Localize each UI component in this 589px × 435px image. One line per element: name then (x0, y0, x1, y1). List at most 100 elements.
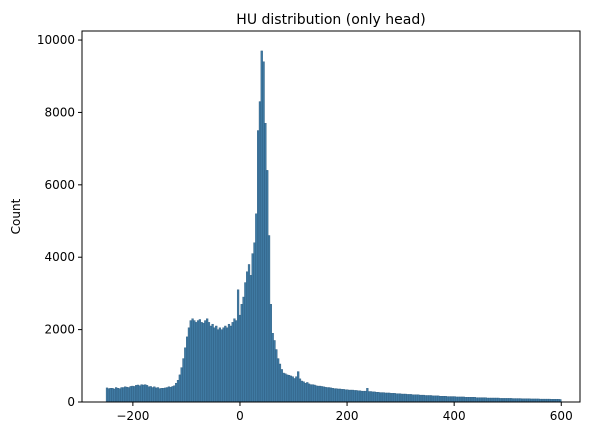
histogram-bar (500, 398, 504, 403)
histogram-bar (335, 388, 338, 403)
histogram-bar (322, 386, 325, 403)
histogram-bar (116, 388, 120, 403)
plot-frame (81, 30, 581, 403)
histogram-bar (156, 387, 160, 403)
y-tick-label: 6000 (44, 178, 75, 192)
histogram-bar (462, 396, 465, 403)
histogram-bar (406, 394, 409, 403)
histogram-bar (255, 213, 258, 403)
histogram-bar (244, 282, 247, 403)
histogram-bar (131, 385, 134, 403)
histogram-bar (266, 170, 269, 403)
histogram-bar (275, 349, 278, 403)
histogram-bar (242, 296, 245, 403)
histogram-bar (333, 388, 336, 403)
histogram-bar (433, 395, 436, 403)
histogram-bar (258, 101, 262, 403)
histogram-bar (475, 397, 478, 403)
histogram-bar (304, 382, 307, 403)
histogram-bar (264, 123, 267, 403)
histogram-bar (289, 375, 293, 403)
histogram-bar (342, 389, 345, 403)
histogram-bar (147, 386, 150, 403)
histogram-bar (213, 327, 216, 403)
histogram-bar (118, 388, 121, 403)
histogram-bar (353, 390, 356, 403)
y-tick-label: 2000 (44, 323, 75, 337)
histogram-bar (218, 327, 221, 403)
histogram-bar (373, 391, 376, 403)
histogram-bar (286, 374, 289, 403)
histogram-bar (165, 387, 169, 403)
histogram-bar (202, 322, 205, 403)
histogram-bar (182, 358, 185, 403)
histogram-bar (355, 390, 358, 403)
histogram-bar (287, 375, 291, 403)
histogram-bar (371, 391, 374, 403)
histogram-bar (362, 390, 365, 403)
histogram-bar (338, 388, 342, 403)
histogram-bar (393, 393, 396, 403)
histogram-bar (309, 384, 313, 403)
histogram-bar (366, 388, 369, 403)
histogram-bar (495, 397, 498, 403)
histogram-bar (466, 397, 469, 403)
histogram-bar (358, 390, 362, 403)
histogram-bar (508, 398, 511, 403)
x-tick-label: 200 (336, 409, 359, 423)
histogram-bar (298, 378, 302, 403)
histogram-bar (282, 372, 285, 403)
histogram-bar (411, 394, 414, 403)
histogram-bar (493, 397, 496, 403)
histogram-bar (435, 395, 438, 403)
histogram-bar (251, 253, 254, 403)
histogram-bar (515, 398, 518, 403)
histogram-bar (460, 396, 464, 403)
histogram-bar (311, 384, 314, 403)
histogram-bar (195, 322, 198, 403)
histogram-bar (349, 389, 353, 403)
histogram-bar (125, 386, 129, 403)
histogram-bar (211, 323, 214, 403)
histogram-bar (246, 271, 249, 403)
histogram-bar (278, 363, 282, 403)
histogram-bar (193, 320, 196, 403)
histogram-bar (295, 376, 298, 403)
y-tick-label: 10000 (37, 33, 75, 47)
histogram-bar (337, 388, 340, 403)
histogram-bar (184, 347, 187, 403)
histogram-bar (320, 386, 323, 403)
histogram-bar (511, 398, 515, 403)
histogram-bar (317, 385, 320, 403)
histogram-bar (224, 325, 227, 403)
histogram-bar (404, 393, 407, 403)
histogram-bar (348, 389, 351, 403)
histogram-bar (313, 384, 316, 403)
histogram-bar (386, 392, 389, 403)
histogram-bar (482, 397, 485, 403)
histogram-bar (389, 393, 393, 403)
histogram-bar (479, 397, 482, 403)
histogram-bar (431, 395, 435, 403)
histogram-bar (302, 381, 305, 403)
histogram-bar (300, 380, 303, 403)
histogram-bar (446, 396, 449, 403)
histogram-bar (415, 394, 418, 403)
histogram-bar (422, 394, 425, 403)
histogram-bar (471, 397, 475, 403)
histogram-bar (291, 376, 294, 403)
x-tick-label: 400 (443, 409, 466, 423)
histogram-bar (488, 397, 491, 403)
histogram-bar (307, 383, 311, 403)
histogram-bar (142, 384, 145, 403)
histogram-bar (105, 387, 109, 403)
histogram-bar (375, 392, 378, 403)
histogram-bar (388, 392, 391, 403)
histogram-bar (169, 386, 172, 403)
histogram-bar (120, 387, 123, 403)
histogram-bar (419, 394, 422, 403)
histogram-bar (149, 386, 152, 403)
histogram-bar (490, 397, 493, 403)
